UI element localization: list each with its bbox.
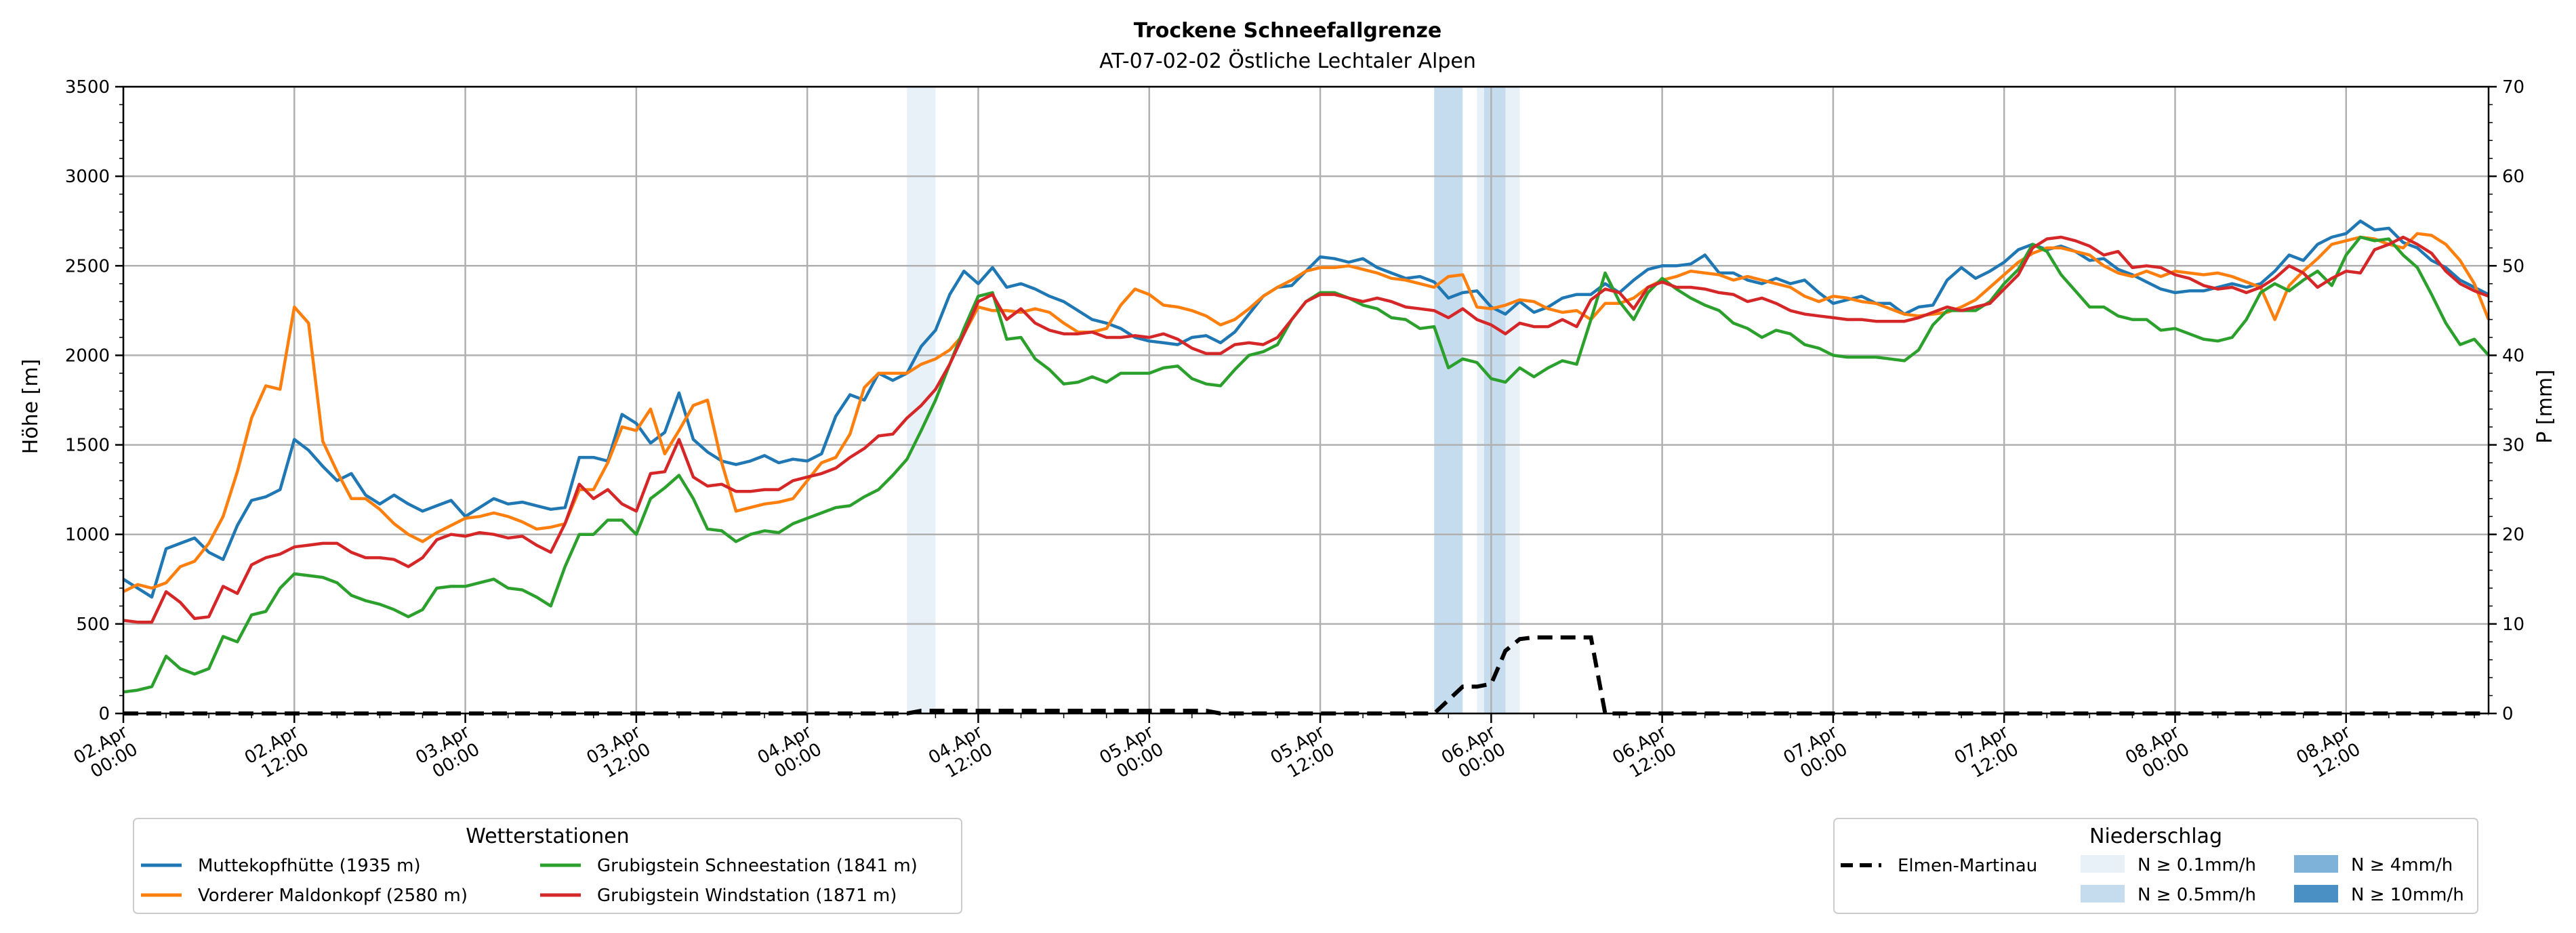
y-axis-label-right: P [mm]: [2533, 369, 2557, 443]
series-line-3: [123, 235, 2489, 624]
y-tick-label-right: 10: [2502, 615, 2524, 635]
legend-precip-title: Niederschlag: [2089, 825, 2222, 848]
legend-label-3: Grubigstein Windstation (1871 m): [597, 886, 897, 906]
y-tick-label-left: 0: [98, 704, 110, 724]
legend-band-label-1: N ≥ 0.5mm/h: [2138, 885, 2256, 905]
y-tick-label-left: 500: [76, 615, 110, 635]
y-tick-label-left: 1500: [65, 436, 110, 456]
legend-band-label-3: N ≥ 10mm/h: [2351, 885, 2464, 905]
precip-band-3: [1484, 87, 1506, 713]
y-tick-label-right: 70: [2502, 77, 2524, 98]
y-tick-label-right: 30: [2502, 436, 2524, 456]
y-tick-label-right: 60: [2502, 167, 2524, 187]
axes: 0 500 1000 1500 2000 2500 3000 3500 0 10 20 30 40 50 6…: [65, 77, 2524, 783]
legend-band-swatch-3: [2294, 885, 2338, 903]
plot-frame: [122, 85, 2490, 715]
y-tick-label-right: 20: [2502, 525, 2524, 545]
y-tick-label-right: 50: [2502, 256, 2524, 276]
legend-stations-title: Wetterstationen: [466, 825, 629, 848]
precip-band-0: [907, 87, 936, 713]
legend-precip: Niederschlag Elmen-Martinau N ≥ 0.1mm/h N …: [1833, 818, 2478, 914]
legend-band-label-2: N ≥ 4mm/h: [2351, 855, 2453, 875]
legend-band-swatch-2: [2294, 855, 2338, 873]
precip-bands: [907, 87, 1520, 713]
grid-lines: [122, 85, 2489, 715]
legend-label-0: Muttekopfhütte (1935 m): [198, 856, 421, 876]
legend-precip-label: Elmen-Martinau: [1898, 856, 2037, 876]
y-tick-label-right: 0: [2502, 704, 2514, 724]
y-tick-label-left: 2500: [65, 256, 110, 276]
legend-label-2: Grubigstein Schneestation (1841 m): [597, 856, 918, 876]
series-lines: [122, 219, 2491, 716]
legend-band-swatch-0: [2081, 855, 2125, 873]
series-line-1: [122, 232, 2491, 594]
chart-subtitle: AT-07-02-02 Östliche Lechtaler Alpen: [1099, 49, 1476, 73]
y-tick-label-left: 1000: [65, 525, 110, 545]
legend-band-label-0: N ≥ 0.1mm/h: [2138, 855, 2256, 875]
y-axis-label-left: Höhe [m]: [19, 359, 43, 455]
legend-stations: Wetterstationen Muttekopfhütte (1935 m) V…: [133, 818, 962, 914]
y-tick-label-left: 3500: [65, 77, 110, 98]
precip-band-1: [1434, 87, 1463, 713]
y-tick-label-left: 3000: [65, 167, 110, 187]
precip-line: [123, 635, 2489, 716]
y-tick-label-right: 40: [2502, 346, 2524, 366]
legend-band-swatch-1: [2081, 885, 2125, 903]
chart-title: Trockene Schneefallgrenze: [1134, 19, 1442, 43]
legend-label-1: Vorderer Maldonkopf (2580 m): [198, 886, 468, 906]
y-tick-label-left: 2000: [65, 346, 110, 366]
